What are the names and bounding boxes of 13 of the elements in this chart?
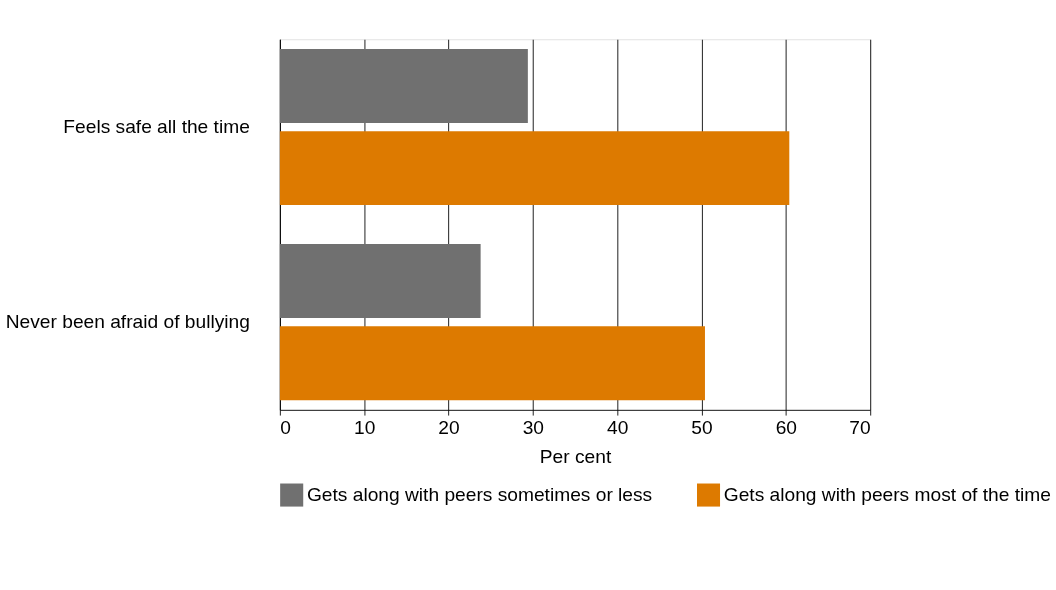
legend-label: Gets along with peers sometimes or less	[306, 484, 653, 506]
x-tick-label: 60	[775, 416, 798, 438]
x-tick-label: 70	[849, 416, 871, 438]
y-tick-label: Feels safe all the time	[63, 116, 250, 138]
x-axis-title: Per cent	[539, 445, 612, 467]
x-tick-label: 0	[280, 416, 292, 438]
x-tick-label: 50	[691, 416, 713, 438]
x-tick-label: 20	[438, 416, 460, 438]
x-tick-label: 10	[354, 416, 376, 438]
y-tick-label: Never been afraid of bullying	[5, 311, 250, 333]
x-tick-label: 30	[522, 416, 545, 438]
x-tick-label: 40	[607, 416, 629, 438]
legend-label: Gets along with peers most of the time	[723, 484, 1051, 506]
